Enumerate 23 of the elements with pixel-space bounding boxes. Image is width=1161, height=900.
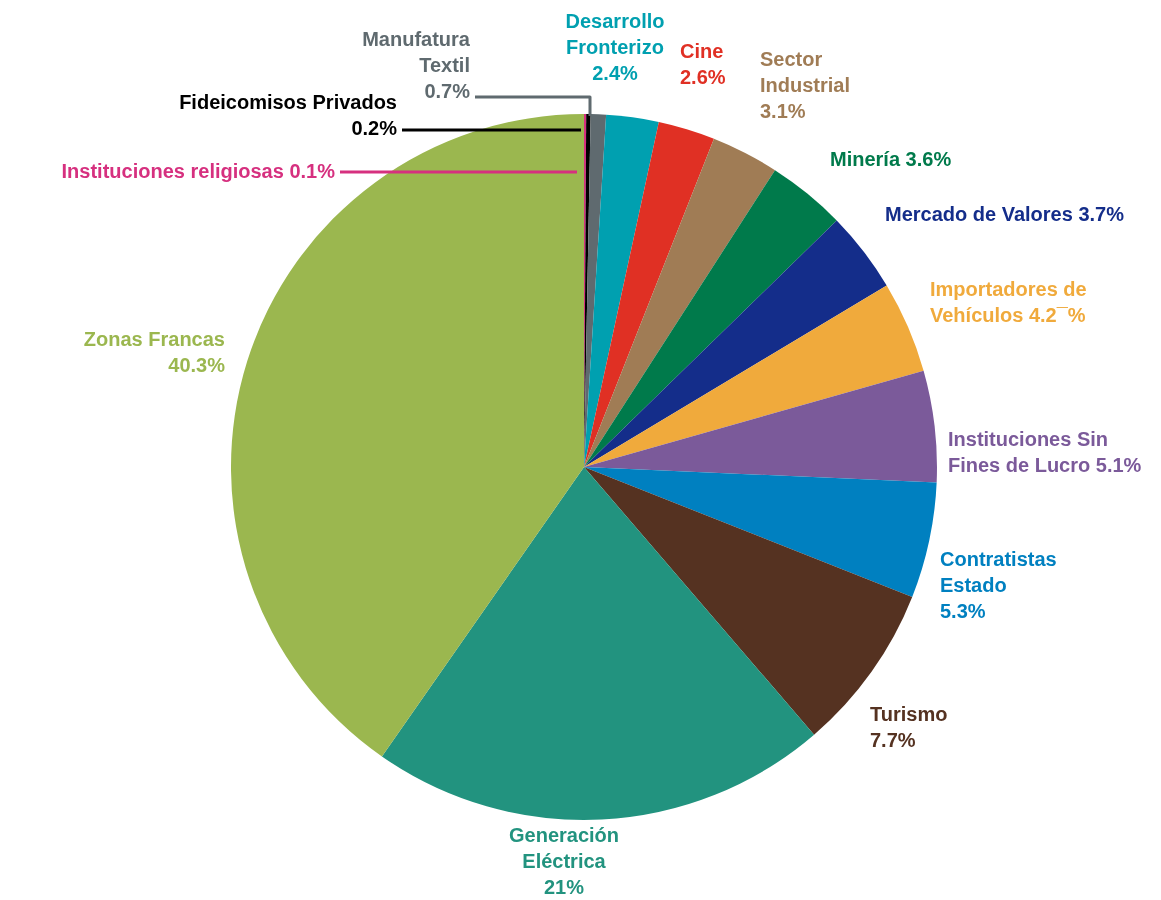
slice-label: Instituciones Sin Fines de Lucro 5.1% xyxy=(948,427,1142,476)
data-label: 5.3% xyxy=(940,599,986,622)
data-label: 0.2% xyxy=(351,116,398,139)
data-label: 2.6% xyxy=(680,65,726,88)
data-label: 21% xyxy=(543,875,585,898)
slice-label: Minería 3.6% xyxy=(830,147,952,170)
slice-label: Importadores de Vehículos 4.2¯% xyxy=(930,277,1087,326)
data-label: 0.7% xyxy=(424,79,471,102)
slice-label: Turismo xyxy=(870,702,948,725)
slice-label: Zonas Francas xyxy=(83,327,225,350)
slice-label: Instituciones religiosas 0.1% xyxy=(61,159,336,182)
data-label: 7.7% xyxy=(870,728,916,751)
slice-label: Fideicomisos Privados xyxy=(179,90,397,113)
data-label: 2.4% xyxy=(592,61,639,84)
slice-label: Generación Eléctrica xyxy=(508,823,620,872)
slice-label: Manufatura Textil xyxy=(362,27,471,76)
data-label: 3.1% xyxy=(760,99,806,122)
data-label: 40.3% xyxy=(168,353,226,376)
slice-label: Sector Industrial xyxy=(760,47,851,96)
slice-label: Mercado de Valores 3.7% xyxy=(885,202,1125,225)
slice-label: Cine xyxy=(680,39,724,62)
slice-label: Contratistas Estado xyxy=(940,547,1057,596)
slice-label: Desarrollo Fronterizo xyxy=(565,9,665,58)
